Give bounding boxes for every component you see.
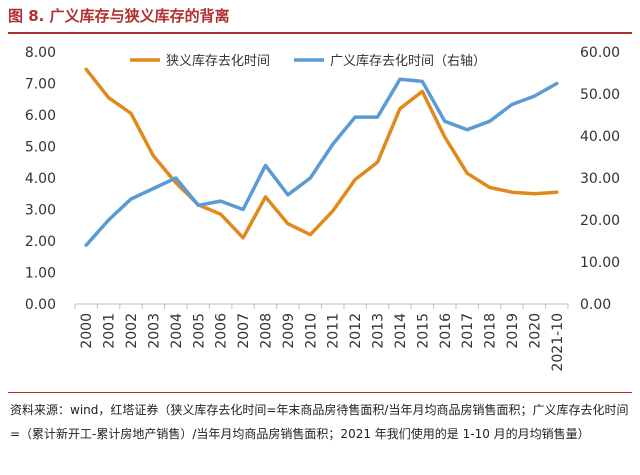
broad-inventory-series-line <box>84 77 559 247</box>
left-axis-tick-label: 2.00 <box>25 234 56 250</box>
right-axis-tick-label: 20.00 <box>580 213 620 229</box>
x-axis-category-label: 2015 <box>415 313 431 349</box>
x-axis-category-label: 2014 <box>393 313 409 349</box>
left-axis-tick-label: 1.00 <box>25 266 56 282</box>
source-note: 资料来源：wind，红塔证券（狭义库存去化时间=年末商品房待售面积/当年月均商品… <box>10 403 629 441</box>
right-axis-tick-label: 0.00 <box>580 297 611 313</box>
x-axis-category-label: 2018 <box>483 313 499 349</box>
right-axis-tick-label: 30.00 <box>580 171 620 187</box>
legend-label-broad: 广义库存去化时间（右轴） <box>330 53 486 69</box>
left-axis-tick-label: 6.00 <box>25 108 56 124</box>
x-axis-category-label: 2017 <box>460 313 476 349</box>
left-axis-tick-label: 3.00 <box>25 203 56 219</box>
x-axis-category-label: 2005 <box>191 313 207 349</box>
x-axis-category-label: 2008 <box>258 313 274 349</box>
x-axis-category-label: 2021-10 <box>550 313 566 372</box>
left-axis-tick-label: 5.00 <box>25 140 56 156</box>
right-axis-tick-label: 50.00 <box>580 87 620 103</box>
chart-axes: 0.00 1.00 2.00 3.00 4.00 5.00 6.00 7.00 8.00 0.00… <box>25 45 620 372</box>
x-axis-category-label: 2001 <box>102 313 118 349</box>
x-axis-category-label: 2003 <box>146 313 162 349</box>
x-axis-category-label: 2004 <box>169 313 185 349</box>
x-axis-category-label: 2016 <box>438 313 454 349</box>
right-axis-tick-label: 40.00 <box>580 129 620 145</box>
x-axis-category-label: 2000 <box>79 313 95 349</box>
source-rule <box>8 392 632 393</box>
left-axis-tick-label: 4.00 <box>25 171 56 187</box>
left-axis-tick-label: 8.00 <box>25 45 56 61</box>
x-axis-category-label: 2007 <box>236 313 252 349</box>
left-axis-tick-label: 0.00 <box>25 297 56 313</box>
narrow-inventory-series-line <box>84 67 559 240</box>
dual-axis-line-chart: 0.00 1.00 2.00 3.00 4.00 5.00 6.00 7.00 8.00 0.00… <box>25 45 620 372</box>
right-axis-tick-label: 10.00 <box>580 255 620 271</box>
figure-title: 图 8. 广义库存与狭义库存的背离 <box>8 7 230 25</box>
x-axis-category-label: 2019 <box>505 313 521 349</box>
right-axis-tick-label: 60.00 <box>580 45 620 61</box>
x-axis-category-label: 2012 <box>348 313 364 349</box>
left-axis-tick-label: 7.00 <box>25 77 56 93</box>
x-axis-category-label: 2009 <box>281 313 297 349</box>
x-axis-category-label: 2011 <box>326 313 342 349</box>
x-axis-category-label: 2010 <box>303 313 319 349</box>
x-axis-category-label: 2013 <box>371 313 387 349</box>
chart-plot-area <box>84 67 559 247</box>
chart-legend: 狭义库存去化时间 广义库存去化时间（右轴） <box>130 53 486 69</box>
x-axis-category-label: 2006 <box>214 313 230 349</box>
title-rule <box>8 32 632 34</box>
x-axis-category-label: 2020 <box>527 313 543 349</box>
x-axis-category-label: 2002 <box>124 313 140 349</box>
legend-label-narrow: 狭义库存去化时间 <box>166 53 270 69</box>
